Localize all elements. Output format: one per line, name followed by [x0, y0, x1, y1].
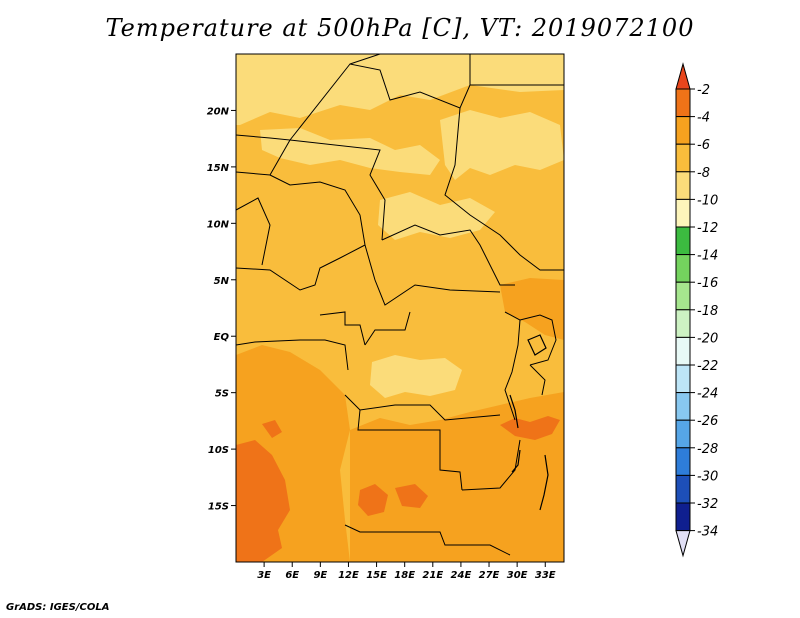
country-borders	[236, 54, 564, 556]
hot-spot-coastal	[236, 440, 290, 562]
warm-region-sudan	[440, 110, 564, 180]
colorbar-label: -14	[697, 249, 718, 264]
map-frame	[235, 53, 565, 563]
colorbar-swatch	[675, 143, 691, 173]
lon-tick-label: 21E	[422, 570, 443, 581]
hot-spot-west	[262, 420, 282, 438]
colorbar-label: -4	[697, 111, 710, 126]
credit-label: GrADS: IGES/COLA	[6, 602, 110, 613]
lat-tick-label: EQ	[214, 332, 230, 343]
lon-tick-label: 18E	[394, 570, 415, 581]
colorbar-swatch	[675, 198, 691, 228]
colorbar-label: -8	[697, 166, 710, 181]
lat-tick-label: 15N	[207, 163, 230, 174]
colorbar-swatch	[675, 336, 691, 366]
colorbar-label: -16	[697, 276, 718, 291]
colorbar-swatch	[675, 392, 691, 421]
lon-tick-label: 24E	[451, 570, 472, 581]
longitude-axis: 3E 6E 9E 12E 15E 18E 21E 24E 27E 30E 33E	[257, 562, 556, 581]
hot-spot-tanzania	[500, 416, 560, 440]
lat-tick-label: 5N	[214, 276, 230, 287]
colorbar-swatch	[675, 226, 691, 256]
colorbar-label: -6	[697, 138, 710, 153]
colorbar-label: -18	[697, 304, 718, 319]
colorbar-swatch	[675, 474, 691, 504]
colorbar-label: -12	[697, 221, 718, 236]
lon-tick-label: 12E	[338, 570, 359, 581]
colorbar-label: -2	[697, 83, 710, 98]
colorbar-swatch	[675, 447, 691, 476]
warm-region-congo	[370, 355, 462, 398]
lat-tick-label: 15S	[208, 502, 229, 513]
lat-tick-label: 10N	[207, 219, 230, 230]
colorbar-label: -24	[697, 387, 718, 402]
lat-tick-label: 20N	[207, 106, 230, 117]
colorbar-label: -10	[697, 193, 718, 208]
colorbar-label: -28	[697, 442, 718, 457]
lon-tick-label: 33E	[535, 570, 556, 581]
lat-tick-label: 5S	[215, 389, 229, 400]
colorbar-bottom-arrow	[675, 530, 691, 558]
hot-spot-angola-a	[358, 484, 388, 516]
colorbar-label: -26	[697, 414, 718, 429]
lakes	[509, 334, 549, 511]
hot-spot-angola-b	[395, 484, 428, 508]
colorbar-swatch	[675, 88, 691, 118]
colorbar-swatch	[675, 171, 691, 200]
colorbar-swatch	[675, 419, 691, 449]
lon-tick-label: 30E	[507, 570, 528, 581]
warm-region-sahara	[236, 54, 564, 125]
map-title: Temperature at 500hPa [C], VT: 201907210…	[105, 14, 695, 42]
colorbar-swatch	[675, 254, 691, 283]
colorbar-top-arrow	[675, 62, 691, 90]
colorbar-label: -22	[697, 359, 718, 374]
lon-tick-label: 6E	[285, 570, 299, 581]
colorbar-label: -34	[697, 525, 718, 540]
latitude-axis: 20N 15N 10N 5N EQ 5S 10S 15S	[207, 106, 236, 513]
lon-tick-label: 15E	[366, 570, 387, 581]
colorbar-label: -32	[697, 497, 718, 512]
cool-region-angola	[350, 392, 564, 562]
temperature-field	[236, 54, 564, 562]
color-scale: -2 -4 -6 -8 -10 -12 -14 -16 -18 -20 -22 -24 -26 -28 -3…	[675, 62, 718, 558]
colorbar-swatch	[675, 116, 691, 145]
cool-region-east-africa	[500, 278, 564, 340]
warm-region-central-sahara	[260, 128, 440, 175]
lat-tick-label: 10S	[208, 445, 229, 456]
colorbar-swatch	[675, 281, 691, 311]
colorbar-swatch	[675, 502, 691, 532]
colorbar-swatch	[675, 364, 691, 394]
colorbar-label: -30	[697, 469, 718, 484]
lon-tick-label: 27E	[479, 570, 500, 581]
colorbar-label: -20	[697, 331, 718, 346]
lon-tick-label: 9E	[313, 570, 327, 581]
lon-tick-label: 3E	[257, 570, 271, 581]
colorbar-swatch	[675, 309, 691, 338]
